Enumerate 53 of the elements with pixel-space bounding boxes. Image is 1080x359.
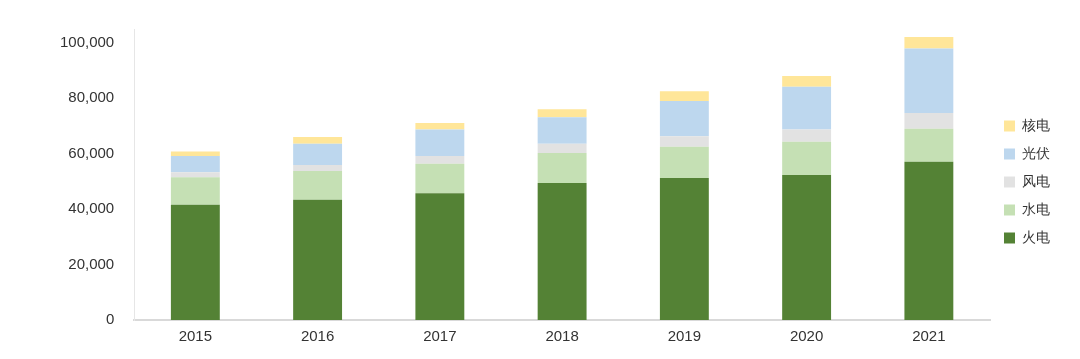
bar [904, 112, 954, 129]
bar [659, 101, 709, 137]
bar [293, 165, 343, 171]
legend-label: 核电 [1021, 116, 1050, 133]
y-tick-label: 40,000 [68, 199, 115, 217]
x-tick-label: 2020 [789, 327, 824, 345]
x-tick-label: 2017 [423, 327, 457, 345]
bar [293, 170, 343, 200]
bar [537, 117, 587, 144]
bar [537, 143, 587, 153]
bar [415, 129, 465, 156]
bar [415, 193, 465, 320]
bar [415, 122, 465, 130]
bar [537, 183, 587, 320]
bar [170, 177, 220, 205]
x-tick-label: 2019 [667, 327, 702, 345]
bar [904, 161, 954, 320]
bar [537, 109, 587, 118]
bar [659, 146, 709, 179]
bar [293, 137, 343, 144]
y-tick-label: 80,000 [68, 88, 115, 106]
legend-label: 光伏 [1022, 144, 1050, 161]
bar [904, 37, 954, 49]
bar [659, 178, 709, 320]
bar [904, 128, 954, 162]
x-tick-label: 2018 [545, 327, 579, 345]
bar [904, 48, 954, 113]
bar [659, 136, 709, 147]
bar [415, 155, 465, 164]
x-tick-label: 2021 [912, 327, 946, 345]
bar [659, 91, 709, 102]
bar [293, 143, 343, 166]
bar [293, 199, 343, 320]
x-tick-label: 2016 [300, 327, 335, 345]
bar [782, 86, 832, 130]
bar [170, 151, 220, 156]
bar [537, 152, 587, 184]
bar [782, 141, 832, 176]
y-tick-label: 60,000 [68, 143, 115, 161]
bar [415, 163, 465, 194]
bar [170, 172, 220, 178]
legend-label: 风电 [1022, 172, 1050, 189]
bar [170, 204, 220, 320]
bar [782, 129, 832, 142]
x-tick-label: 2015 [178, 327, 213, 345]
legend-label: 火电 [1022, 228, 1050, 245]
y-tick-label: 20,000 [68, 254, 115, 272]
bar [170, 155, 220, 173]
y-tick-label: 100,000 [59, 33, 115, 50]
y-tick-label: 0 [105, 310, 115, 328]
bar [782, 76, 832, 87]
bar [782, 175, 832, 320]
legend-label: 水电 [1022, 200, 1050, 217]
